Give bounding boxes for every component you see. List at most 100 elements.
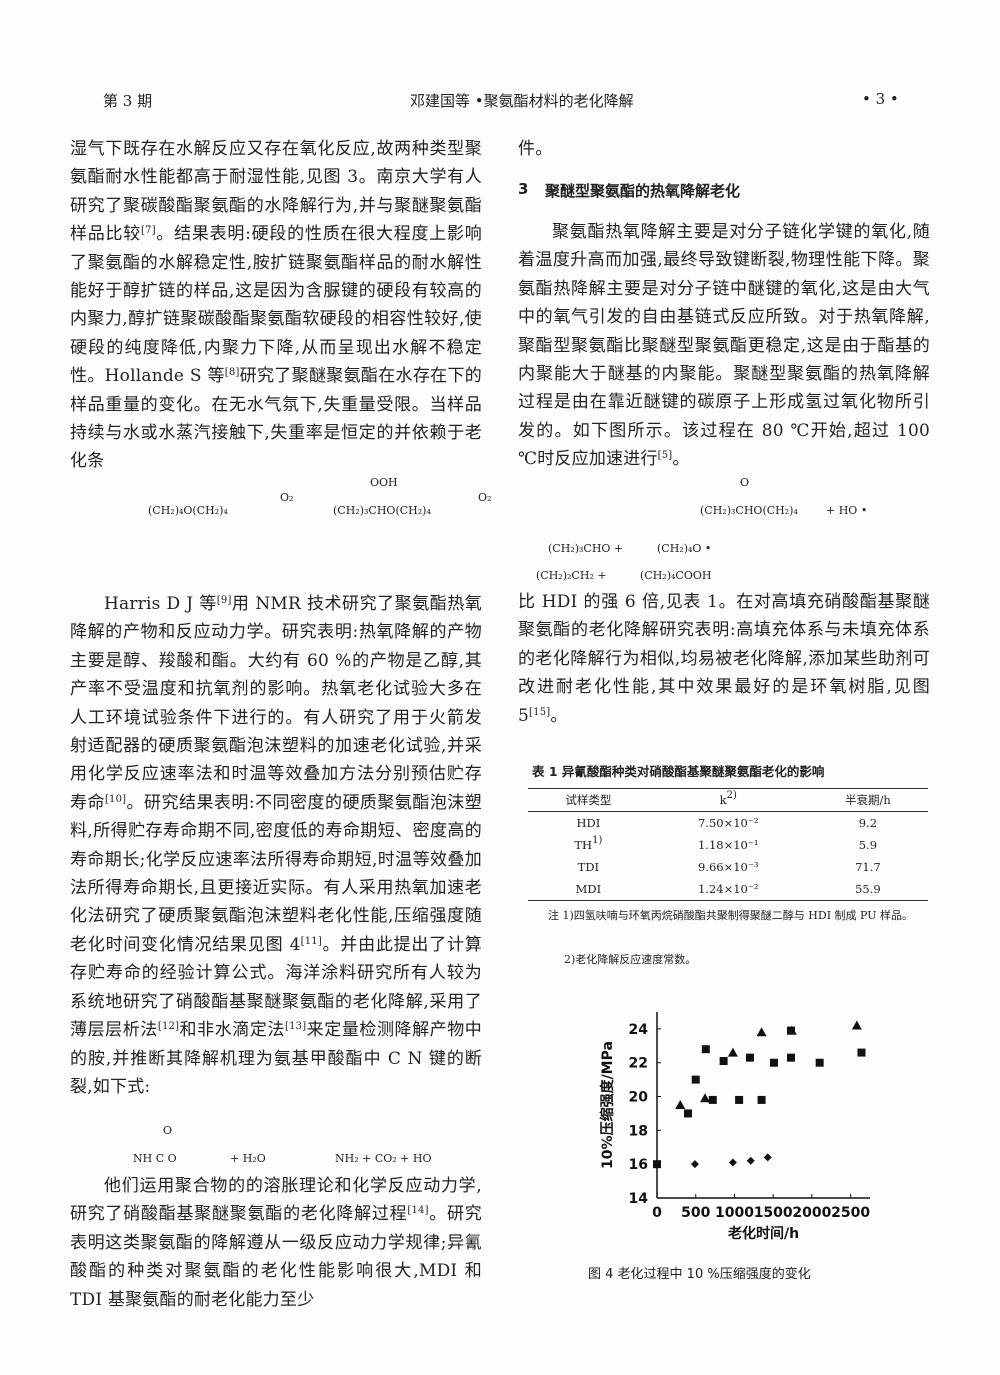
text-run: 。研究结果表明:不同密度的硬质聚氨酯泡沫塑料,所得贮存寿命期不同,密度低的寿命期…	[70, 792, 482, 955]
data-point	[675, 1100, 686, 1109]
text-run: 9.2	[858, 816, 878, 830]
data-point	[746, 1156, 755, 1165]
table-cell: 1.18×10⁻¹	[649, 834, 808, 856]
text-run: Harris D J 等	[104, 594, 217, 614]
data-point	[815, 1058, 824, 1067]
table-row: MDI 1.24×10⁻² 55.9	[528, 878, 928, 901]
y-tick-label: 16	[629, 1157, 648, 1173]
text-run: 湿气下既存在水解反应又存在氧化反应,故两种类型聚氨酯耐水性能都高于耐湿性能,见图…	[70, 139, 482, 245]
text-run: 71.7	[855, 860, 881, 874]
citation: 1)	[592, 835, 603, 846]
text-run: TH	[574, 838, 593, 852]
formula: (CH₂)₃CHO +	[548, 542, 624, 555]
table-cell: 55.9	[808, 878, 928, 901]
text-run: 用 NMR 技术研究了聚氨酯热氧降解的产物和反应动力学。研究表明:热氧降解的产物…	[70, 594, 482, 813]
text-run: 比 HDI 的强 6 倍,见表 1。在对高填充硝酸酯基聚醚聚氨酯的老化降解研究表…	[518, 592, 930, 726]
header-center: 邓建国等 •聚氨酯材料的老化降解	[410, 92, 634, 110]
data-point	[708, 1095, 717, 1104]
x-tick-label: 500	[681, 1205, 710, 1221]
table-cell: 9.66×10⁻³	[649, 856, 808, 878]
table-row: TH1) 1.18×10⁻¹ 5.9	[528, 834, 928, 856]
text-run: MDI	[575, 882, 602, 896]
table-cell: TDI	[528, 856, 649, 878]
data-point	[745, 1053, 754, 1062]
y-tick-label: 18	[629, 1123, 648, 1139]
formula: (CH₂)₂CH₂ +	[536, 569, 607, 582]
citation: [15]	[529, 706, 551, 718]
citation: [14]	[407, 1205, 429, 1217]
section-number: 3	[518, 180, 529, 198]
text-run: 。	[672, 449, 690, 470]
paragraph: 聚氨酯热氧降解主要是对分子链化学键的氧化,随着温度升高而加强,最终导致键断裂,物…	[518, 218, 930, 474]
citation: [5]	[657, 450, 673, 462]
x-tick-label: 1500	[754, 1205, 793, 1221]
table-header: 试样类型 k2) 半衰期/h	[528, 789, 928, 812]
header-left: 第 3 期	[103, 92, 153, 110]
paragraph: Harris D J 等[9]用 NMR 技术研究了聚氨酯热氧降解的产物和反应动…	[70, 590, 482, 1101]
paragraph: 比 HDI 的强 6 倍,见表 1。在对高填充硝酸酯基聚醚聚氨酯的老化降解研究表…	[518, 588, 930, 730]
x-tick-label: 2500	[831, 1205, 870, 1221]
data-point	[786, 1053, 795, 1062]
citation: [7]	[141, 225, 156, 237]
x-tick-label: 0	[652, 1205, 662, 1221]
text-run: HDI	[576, 816, 601, 830]
text-run: 聚氨酯热氧降解主要是对分子链化学键的氧化,随着温度升高而加强,最终导致键断裂,物…	[518, 222, 930, 470]
figure-caption: 图 4 老化过程中 10 %压缩强度的变化	[588, 1267, 811, 1282]
text-run: 和非水滴定法	[179, 1020, 285, 1041]
y-tick-label: 14	[629, 1191, 649, 1207]
text-run: 他们运用聚合物的的溶胀理论和化学反应动力学,研究了硝酸酯基聚醚聚氨酯的老化降解过…	[70, 1176, 482, 1225]
text-run: 研究了聚醚聚氨酯在水存在下的样品重量的变化。在无水气氛下,失重量受限。当样品持续…	[70, 366, 482, 472]
data-point	[727, 1047, 738, 1057]
data-point	[857, 1048, 866, 1057]
data-point	[719, 1057, 728, 1066]
table-cell: MDI	[528, 878, 649, 901]
y-axis-label: 10%压缩强度/MPa	[599, 1041, 616, 1169]
text-run: 55.9	[855, 882, 881, 896]
table-cell: 7.50×10⁻²	[649, 812, 808, 835]
table: 试样类型 k2) 半衰期/h HDI 7.50×10⁻² 9.2 TH1) 1.18×10⁻…	[528, 788, 928, 901]
citation: [11]	[300, 935, 322, 947]
formula: NH₂ + CO₂ + HO	[335, 1152, 432, 1165]
y-tick-label: 22	[629, 1056, 648, 1072]
table-row: TDI 9.66×10⁻³ 71.7	[528, 856, 928, 878]
y-tick-label: 20	[629, 1090, 649, 1106]
data-point	[701, 1045, 710, 1054]
data-point	[690, 1160, 699, 1169]
header-right: • 3 •	[862, 90, 899, 108]
table-header-cell: 试样类型	[528, 789, 649, 812]
citation: [12]	[157, 1021, 180, 1033]
text-run: 。并由此提出了计算存贮寿命的经验计算公式。海洋涂料研究所有人较为系统地研究了硝酸…	[70, 934, 482, 1041]
text-run: 来定量检测降解产物中的胺,并推断其降解机理为氨基甲酸酯中 C N 键的断裂,如下…	[70, 1020, 483, 1097]
x-axis-label: 老化时间/h	[728, 1225, 799, 1242]
table-cell: 71.7	[808, 856, 928, 878]
formula: + HO •	[826, 504, 868, 517]
formula: + H₂O	[230, 1152, 266, 1165]
data-point	[763, 1153, 772, 1162]
table-cell: 9.2	[808, 812, 928, 835]
table-note: 注 1)四氢呋喃与环氧丙烷硝酸酯共聚制得聚醚二醇与 HDI 制成 PU 样品。	[548, 909, 914, 922]
paragraph: 湿气下既存在水解反应又存在氧化反应,故两种类型聚氨酯耐水性能都高于耐湿性能,见图…	[70, 135, 482, 476]
text-run: 1.24×10⁻²	[697, 882, 759, 896]
data-point	[700, 1093, 711, 1103]
data-point	[786, 1025, 797, 1035]
data-point	[683, 1109, 692, 1118]
text-run: 。	[550, 705, 568, 726]
text-run: k	[719, 793, 727, 807]
section-title: 聚醚型聚氨酯的热氧降解老化	[545, 182, 741, 200]
data-point	[851, 1020, 862, 1030]
data-point	[756, 1027, 767, 1037]
x-tick-label: 1000	[715, 1205, 754, 1221]
text-run: 。结果表明:硬段的性质在很大程度上影响了聚氨酯的水解稳定性,胺扩链聚氨酯样品的耐…	[70, 224, 482, 387]
text-run: 件。	[518, 139, 553, 159]
formula: (CH₂)₄O •	[657, 542, 712, 555]
citation: [10]	[104, 793, 127, 805]
formula: O₂	[280, 491, 294, 504]
formula: (CH₂)₃CHO(CH₂)₄	[333, 504, 431, 517]
formula: (CH₂)₄O(CH₂)₄	[148, 504, 228, 517]
paragraph: 他们运用聚合物的的溶胀理论和化学反应动力学,研究了硝酸酯基聚醚聚氨酯的老化降解过…	[70, 1172, 482, 1314]
data-point	[769, 1058, 778, 1067]
citation: [8]	[224, 367, 240, 379]
table-header-cell: k2)	[649, 789, 808, 812]
formula: OOH	[370, 476, 398, 489]
